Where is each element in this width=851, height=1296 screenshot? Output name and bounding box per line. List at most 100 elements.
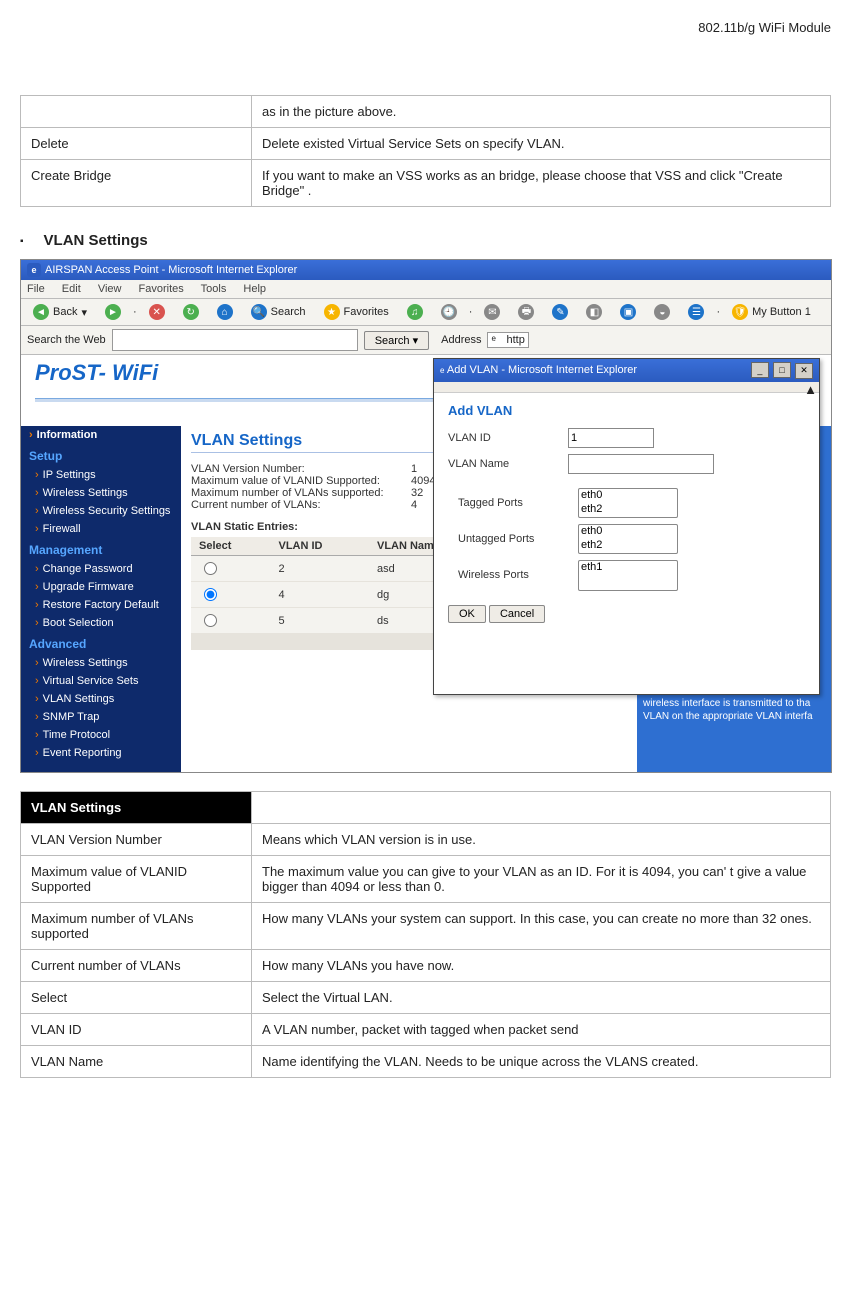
- tool-icon: ◧: [586, 304, 602, 320]
- def-label: Delete: [21, 128, 252, 160]
- nav-firewall[interactable]: Firewall: [21, 520, 181, 538]
- media-icon: ♫: [407, 304, 423, 320]
- clock-icon: 🕘: [441, 304, 457, 320]
- nav-adv-wireless[interactable]: Wireless Settings: [21, 654, 181, 672]
- stat-key: Maximum number of VLANs supported:: [191, 487, 411, 499]
- favorites-label: Favorites: [344, 306, 389, 318]
- nav-vss[interactable]: Virtual Service Sets: [21, 672, 181, 690]
- nav-snmp-trap[interactable]: SNMP Trap: [21, 708, 181, 726]
- print-button[interactable]: 🖶: [512, 302, 540, 322]
- nav-time-protocol[interactable]: Time Protocol: [21, 726, 181, 744]
- vlan-name-label: VLAN Name: [448, 458, 568, 470]
- edit-button[interactable]: ✎: [546, 302, 574, 322]
- cell-vlanid: 4: [270, 582, 369, 608]
- def-desc: Means which VLAN version is in use.: [252, 824, 831, 856]
- cancel-button[interactable]: Cancel: [489, 605, 545, 623]
- menu-view[interactable]: View: [98, 283, 122, 295]
- vlan-id-input[interactable]: [568, 428, 654, 448]
- row-select-radio[interactable]: [204, 588, 217, 601]
- shield-icon: 🛡: [732, 304, 748, 320]
- menu-file[interactable]: File: [27, 283, 45, 295]
- def-desc: A VLAN number, packet with tagged when p…: [252, 1014, 831, 1046]
- address-value: http: [506, 334, 524, 346]
- popup-titlebar: e Add VLAN - Microsoft Internet Explorer…: [434, 359, 819, 382]
- minimize-button[interactable]: _: [751, 362, 769, 378]
- menu-edit[interactable]: Edit: [62, 283, 81, 295]
- nav-boot-selection[interactable]: Boot Selection: [21, 614, 181, 632]
- section-heading: VLAN Settings: [20, 232, 831, 249]
- def-desc: Select the Virtual LAN.: [252, 982, 831, 1014]
- menu-tools[interactable]: Tools: [201, 283, 227, 295]
- untagged-select[interactable]: eth0 eth2: [578, 524, 678, 554]
- tool4-button[interactable]: ☰: [682, 302, 710, 322]
- edit-icon: ✎: [552, 304, 568, 320]
- sep: ·: [716, 306, 720, 318]
- menu-help[interactable]: Help: [243, 283, 266, 295]
- home-button[interactable]: ⌂: [211, 302, 239, 322]
- vlan-name-input[interactable]: [568, 454, 714, 474]
- popup-body: Add VLAN VLAN ID VLAN Name Tagged Ports …: [434, 393, 819, 633]
- nav-restore-factory[interactable]: Restore Factory Default: [21, 596, 181, 614]
- nav-wireless-settings[interactable]: Wireless Settings: [21, 484, 181, 502]
- untagged-row: Untagged Ports eth0 eth2: [448, 524, 805, 554]
- port-option[interactable]: eth2: [579, 503, 677, 517]
- page-header: 802.11b/g WiFi Module: [20, 20, 831, 35]
- def-label: VLAN ID: [21, 1014, 252, 1046]
- search-button[interactable]: 🔍Search: [245, 302, 312, 322]
- back-button[interactable]: ◄Back ▾: [27, 302, 93, 322]
- history-button[interactable]: 🕘: [435, 302, 463, 322]
- address-input[interactable]: ehttp: [487, 332, 528, 348]
- vlan-id-label: VLAN ID: [448, 432, 568, 444]
- port-option[interactable]: eth0: [579, 489, 677, 503]
- nav-vlan-settings[interactable]: VLAN Settings: [21, 690, 181, 708]
- vlan-id-row: VLAN ID: [448, 428, 805, 448]
- search-go-label: Search: [375, 335, 410, 347]
- def-desc: Delete existed Virtual Service Sets on s…: [252, 128, 831, 160]
- def-label: VLAN Version Number: [21, 824, 252, 856]
- stop-button[interactable]: ✕: [143, 302, 171, 322]
- port-option[interactable]: eth0: [579, 525, 677, 539]
- search-web-input[interactable]: [112, 329, 358, 351]
- mybutton-button[interactable]: 🛡My Button 1: [726, 302, 817, 322]
- close-button[interactable]: ✕: [795, 363, 813, 379]
- row-select-radio[interactable]: [204, 562, 217, 575]
- sep: ·: [133, 306, 137, 318]
- mail-button[interactable]: ✉: [478, 302, 506, 322]
- port-option[interactable]: eth1: [579, 561, 677, 575]
- forward-button[interactable]: ►: [99, 302, 127, 322]
- nav-change-password[interactable]: Change Password: [21, 560, 181, 578]
- nav-event-reporting[interactable]: Event Reporting: [21, 744, 181, 762]
- ie-menubar[interactable]: File Edit View Favorites Tools Help: [21, 280, 831, 299]
- def-label: Current number of VLANs: [21, 950, 252, 982]
- stat-val: 4094: [411, 475, 435, 487]
- nav-ip-settings[interactable]: IP Settings: [21, 466, 181, 484]
- nav-upgrade-firmware[interactable]: Upgrade Firmware: [21, 578, 181, 596]
- ok-button[interactable]: OK: [448, 605, 486, 623]
- nav-sidebar: Information Setup IP Settings Wireless S…: [21, 426, 181, 772]
- print-icon: 🖶: [518, 304, 534, 320]
- untagged-label: Untagged Ports: [448, 533, 578, 545]
- nav-wireless-security[interactable]: Wireless Security Settings: [21, 502, 181, 520]
- mail-icon: ✉: [484, 304, 500, 320]
- table-section-head: VLAN Settings: [21, 792, 252, 824]
- nav-information[interactable]: Information: [21, 426, 181, 444]
- favorites-button[interactable]: ★Favorites: [318, 302, 395, 322]
- port-option[interactable]: eth2: [579, 539, 677, 553]
- tool2-button[interactable]: ▣: [614, 302, 642, 322]
- tool1-button[interactable]: ◧: [580, 302, 608, 322]
- prost-logo: ProST- WiFi: [35, 360, 158, 386]
- address-label: Address: [441, 334, 481, 346]
- tagged-select[interactable]: eth0 eth2: [578, 488, 678, 518]
- search-go-button[interactable]: Search ▾: [364, 331, 429, 350]
- popup-buttons: OK Cancel: [448, 605, 805, 623]
- maximize-button[interactable]: □: [773, 362, 791, 378]
- def-label: Create Bridge: [21, 160, 252, 207]
- refresh-button[interactable]: ↻: [177, 302, 205, 322]
- row-select-radio[interactable]: [204, 614, 217, 627]
- media-button[interactable]: ♫: [401, 302, 429, 322]
- tool3-button[interactable]: ◒: [648, 302, 676, 322]
- menu-favorites[interactable]: Favorites: [139, 283, 184, 295]
- wireless-select[interactable]: eth1: [578, 560, 678, 590]
- wireless-row: Wireless Ports eth1: [448, 560, 805, 590]
- table-section-blank: [252, 792, 831, 824]
